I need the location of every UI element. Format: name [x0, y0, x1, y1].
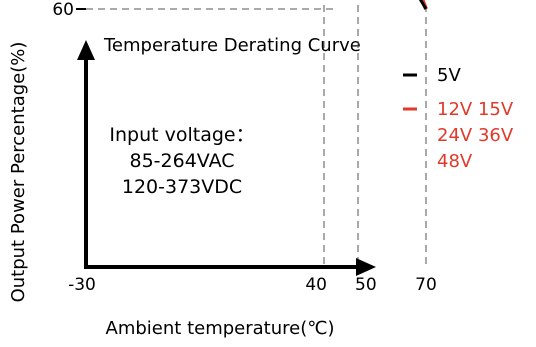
- y-tick-label: 60: [52, 0, 74, 20]
- annotation-line: Input voltage：: [109, 124, 254, 146]
- y-axis-label: Output Power Percentage(%): [8, 42, 29, 303]
- x-tick-label: 50: [355, 275, 377, 295]
- x-tick-label: 40: [305, 275, 327, 295]
- x-axis-label: Ambient temperature(℃): [106, 318, 335, 339]
- y-tick-labels: 60100: [52, 0, 86, 20]
- series-line-0: [418, 0, 428, 10]
- x-tick-label: -30: [68, 275, 96, 295]
- input-voltage-annotation: Input voltage： 85-264VAC 120-373VDC: [109, 124, 254, 198]
- series-lines: [418, 0, 428, 10]
- x-axis-arrow-icon: [356, 258, 376, 276]
- x-tick-labels: -30 40 50 70: [68, 275, 437, 295]
- legend-label: 48V: [437, 151, 473, 172]
- y-axis-arrow-icon: [77, 40, 95, 60]
- legend-label: 12V 15V: [437, 99, 514, 120]
- axes: [77, 40, 376, 276]
- guide-lines: [86, 0, 427, 267]
- annotation-line: 120-373VDC: [122, 176, 242, 198]
- chart-title: Temperature Derating Curve: [103, 35, 361, 56]
- annotation-line: 85-264VAC: [129, 150, 234, 172]
- legend: 5V 12V 15V 24V 36V 48V: [403, 65, 514, 172]
- legend-label: 5V: [437, 65, 461, 86]
- series-line-1: [420, 0, 428, 10]
- x-tick-label: 70: [415, 275, 437, 295]
- legend-label: 24V 36V: [437, 125, 514, 146]
